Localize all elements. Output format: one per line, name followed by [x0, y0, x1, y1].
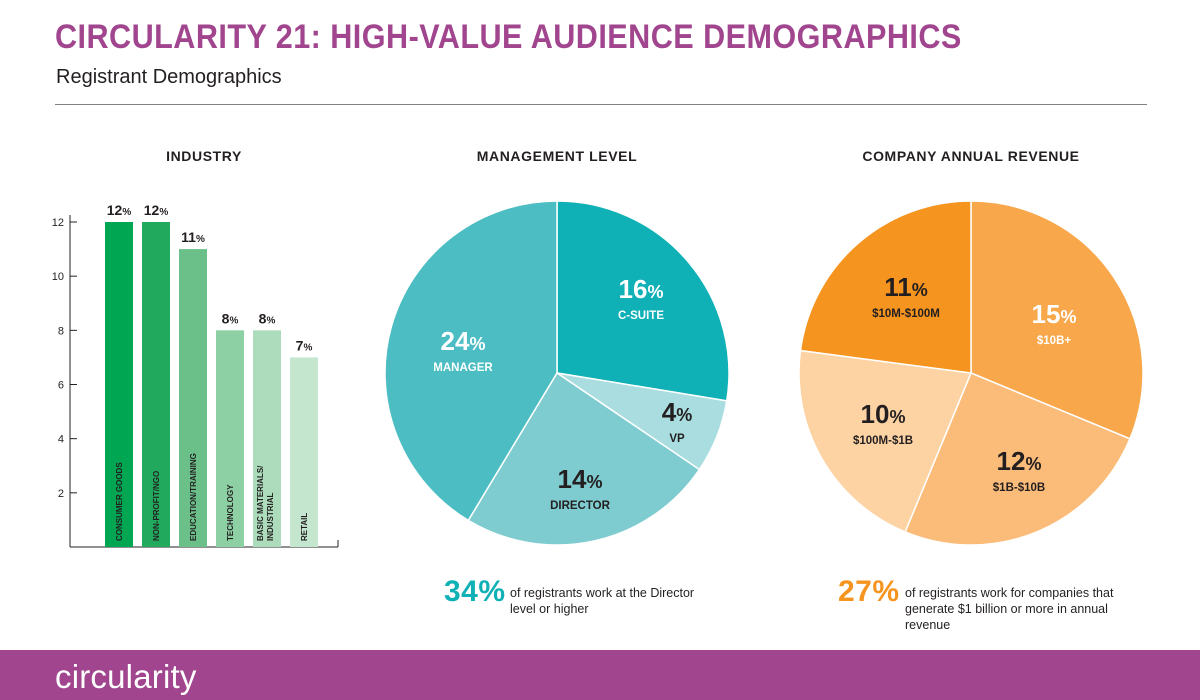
revenue-slice-1 — [970, 200, 1144, 440]
management-slice-value: 16% — [619, 274, 664, 304]
charts-canvas: 2 4 6 8 10 12 12% CONSUMER GOODS 12% NON-PROFIT/N… — [52, 200, 1144, 548]
management-slice-value: 14% — [558, 464, 603, 494]
y-tick-label: 6 — [58, 380, 64, 392]
management-callout-text: of registrants work at the Director leve… — [510, 586, 695, 616]
y-tick-label: 12 — [52, 217, 64, 229]
industry-bar-chart: 2 4 6 8 10 12 12% CONSUMER GOODS 12% NON-PROFIT/N… — [52, 202, 339, 548]
revenue-slice-value: 12% — [997, 446, 1042, 476]
management-slice-value: 24% — [441, 326, 486, 356]
management-slice-3 — [467, 371, 701, 546]
management-slice-label: DIRECTOR — [550, 500, 611, 512]
bar-data-label: 12% — [144, 202, 169, 218]
revenue-slice-label: $100M-$1B — [853, 435, 913, 447]
revenue-pie-chart: 15% $10B+ 12% $1B-$10B 10% $100M-$1B 11% $10M-$… — [798, 200, 1144, 546]
bar-4 — [216, 330, 244, 547]
revenue-slice-value: 11% — [884, 272, 928, 302]
y-tick-label: 4 — [58, 434, 64, 446]
management-slice-1 — [556, 200, 730, 402]
page-subtitle: Registrant Demographics — [56, 66, 282, 88]
revenue-slice-4 — [799, 200, 972, 374]
revenue-slice-value: 15% — [1032, 299, 1077, 329]
management-slice-4 — [384, 200, 558, 522]
bar-category-label: TECHNOLOGY — [226, 484, 235, 541]
bar-6 — [290, 357, 318, 547]
revenue-chart-title: COMPANY ANNUAL REVENUE — [862, 148, 1080, 164]
management-slice-label: C-SUITE — [618, 310, 664, 322]
bar-category-label: NON-PROFIT/NGO — [152, 471, 161, 541]
revenue-slice-label: $10M-$100M — [872, 308, 940, 320]
header-divider — [55, 104, 1147, 105]
management-callout-value: 34% — [444, 575, 506, 608]
management-slice-value: 4% — [662, 397, 692, 427]
bar-category-label: EDUCATION/TRAINING — [189, 453, 198, 541]
bar-category-label: BASIC MATERIALS/ — [256, 465, 265, 541]
y-tick-label: 8 — [58, 325, 64, 337]
bar-2 — [142, 222, 170, 547]
management-slice-label: MANAGER — [433, 362, 493, 374]
revenue-callout-text: of registrants work for companies that g… — [905, 586, 1114, 632]
revenue-callout-value: 27% — [838, 575, 900, 608]
bar-category-label: CONSUMER GOODS — [115, 462, 124, 541]
revenue-slice-2 — [904, 372, 1131, 546]
page-title: CIRCULARITY 21: HIGH-VALUE AUDIENCE DEMO… — [55, 18, 962, 56]
management-slice-label: VP — [669, 433, 685, 445]
bar-1 — [105, 222, 133, 547]
bar-category-label: INDUSTRIAL — [266, 492, 275, 541]
revenue-slice-value: 10% — [861, 399, 906, 429]
revenue-slice-3 — [798, 349, 973, 533]
y-tick-label: 10 — [52, 271, 64, 283]
bar-data-label: 11% — [181, 229, 205, 245]
bar-3 — [179, 249, 207, 548]
bar-data-label: 7% — [296, 337, 313, 353]
footer-bar: circularity — [0, 650, 1200, 700]
bar-5 — [253, 330, 281, 547]
revenue-slice-label: $1B-$10B — [993, 482, 1045, 494]
bar-category-label: RETAIL — [300, 513, 309, 541]
bar-data-label: 12% — [107, 202, 132, 218]
y-tick-label: 2 — [58, 488, 64, 500]
revenue-slice-label: $10B+ — [1037, 335, 1071, 347]
management-pie-chart: 16% C-SUITE 4% VP 14% DIRECTOR 24% MANAGER — [384, 200, 730, 546]
circularity-logo: circularity — [55, 658, 197, 695]
bar-data-label: 8% — [259, 310, 276, 326]
management-chart-title: MANAGEMENT LEVEL — [476, 148, 638, 164]
industry-chart-title: INDUSTRY — [166, 148, 242, 164]
bar-data-label: 8% — [222, 310, 239, 326]
